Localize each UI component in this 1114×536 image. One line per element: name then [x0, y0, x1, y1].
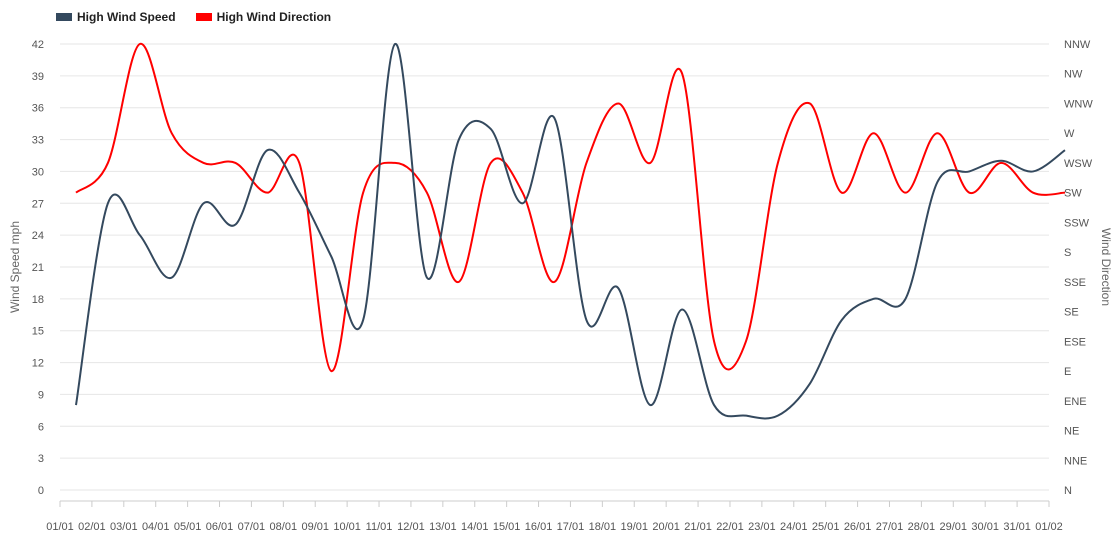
left-tick-label: 12 — [32, 358, 44, 370]
right-tick-label: W — [1064, 128, 1075, 140]
right-tick-label: WSW — [1064, 158, 1093, 170]
x-tick-label: 17/01 — [557, 521, 585, 533]
x-tick-label: 02/01 — [78, 521, 106, 533]
wind-direction-line — [75, 43, 1066, 373]
right-tick-label: SE — [1064, 307, 1079, 319]
right-axis-title: Wind Direction — [1099, 228, 1113, 306]
x-tick-label: 31/01 — [1003, 521, 1031, 533]
x-tick-label: 06/01 — [206, 521, 234, 533]
x-tick-label: 11/01 — [366, 521, 393, 533]
left-tick-label: 18 — [32, 294, 44, 306]
x-tick-label: 28/01 — [908, 521, 936, 533]
x-tick-label: 21/01 — [684, 521, 712, 533]
legend-item-speed[interactable]: High Wind Speed — [56, 10, 176, 24]
right-tick-label: S — [1064, 247, 1071, 259]
x-tick-label: 14/01 — [461, 521, 489, 533]
right-tick-label: NE — [1064, 426, 1079, 438]
right-tick-label: SSE — [1064, 277, 1086, 289]
left-tick-label: 39 — [32, 71, 44, 83]
left-tick-label: 30 — [32, 166, 44, 178]
x-tick-label: 15/01 — [493, 521, 521, 533]
left-tick-label: 0 — [38, 485, 44, 497]
left-tick-label: 27 — [32, 198, 44, 210]
x-tick-label: 16/01 — [525, 521, 553, 533]
x-tick-label: 23/01 — [748, 521, 776, 533]
x-tick-label: 01/01 — [46, 521, 74, 533]
x-tick-label: 30/01 — [971, 521, 999, 533]
legend-label-direction: High Wind Direction — [216, 10, 332, 24]
x-tick-label: 29/01 — [940, 521, 968, 533]
legend-label-speed: High Wind Speed — [77, 10, 176, 24]
x-tick-label: 04/01 — [142, 521, 170, 533]
left-tick-label: 15 — [32, 326, 44, 338]
right-tick-label: NNW — [1064, 39, 1091, 51]
x-tick-label: 12/01 — [397, 521, 425, 533]
right-tick-label: SSW — [1064, 217, 1090, 229]
x-tick-label: 03/01 — [110, 521, 138, 533]
x-tick-label: 25/01 — [812, 521, 840, 533]
right-tick-label: WNW — [1064, 98, 1093, 110]
right-tick-label: E — [1064, 366, 1071, 378]
x-tick-label: 22/01 — [716, 521, 744, 533]
left-tick-label: 24 — [32, 230, 44, 242]
left-tick-label: 36 — [32, 103, 44, 115]
left-tick-label: 21 — [32, 262, 44, 274]
x-tick-label: 09/01 — [301, 521, 329, 533]
x-tick-label: 13/01 — [429, 521, 457, 533]
x-tick-label: 08/01 — [270, 521, 298, 533]
x-tick-label: 18/01 — [589, 521, 617, 533]
left-tick-label: 33 — [32, 135, 44, 147]
x-tick-label: 24/01 — [780, 521, 808, 533]
left-tick-label: 3 — [38, 453, 44, 465]
right-tick-label: N — [1064, 485, 1072, 497]
right-tick-label: SW — [1064, 188, 1082, 200]
legend-item-direction[interactable]: High Wind Direction — [195, 10, 332, 24]
x-tick-label: 26/01 — [844, 521, 872, 533]
left-tick-label: 6 — [38, 421, 44, 433]
right-tick-label: NW — [1064, 69, 1083, 81]
x-tick-label: 07/01 — [238, 521, 266, 533]
x-tick-label: 10/01 — [333, 521, 361, 533]
right-tick-label: ESE — [1064, 336, 1086, 348]
x-axis: 01/01 02/01 03/01 04/01 05/01 06/01 07/01 08/01… — [46, 500, 1063, 533]
chart-legend: High Wind Speed High Wind Direction — [56, 10, 331, 24]
x-tick-label: 05/01 — [174, 521, 202, 533]
series-lines — [75, 42, 1066, 420]
legend-swatch-direction — [195, 13, 212, 21]
left-tick-label: 9 — [38, 389, 44, 401]
wind-speed-line — [75, 42, 1066, 420]
legend-swatch-speed — [56, 13, 72, 21]
x-tick-label: 19/01 — [620, 521, 648, 533]
x-tick-label: 20/01 — [652, 521, 680, 533]
right-axis-ticks: N NNE NE ENE E ESE SE SSE S SSW SW WSW W WNW NW NNW — [1064, 39, 1093, 497]
grid-lines — [60, 43, 1049, 491]
right-tick-label: ENE — [1064, 396, 1087, 408]
left-tick-label: 42 — [32, 39, 44, 51]
x-tick-label: 27/01 — [876, 521, 904, 533]
x-tick-label: 01/02 — [1035, 521, 1063, 533]
right-tick-label: NNE — [1064, 455, 1087, 467]
left-axis-title: Wind Speed mph — [8, 221, 22, 313]
